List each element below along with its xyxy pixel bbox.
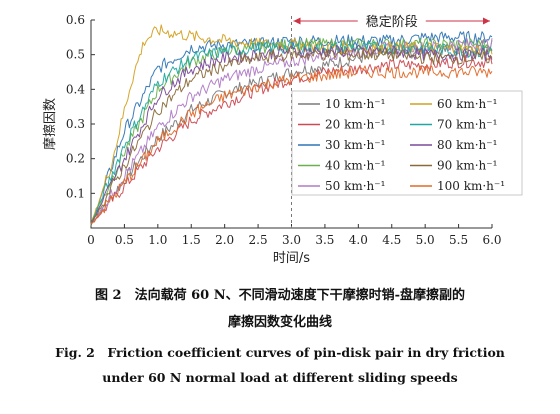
y-tick-label: 0.6: [66, 13, 85, 27]
x-tick-label: 4.5: [382, 233, 401, 247]
legend-label: 70 km·h⁻¹: [437, 118, 497, 132]
x-tick-label: 1.0: [148, 233, 167, 247]
stable-stage-label: 稳定阶段: [366, 14, 418, 30]
y-tick-label: 0.4: [66, 82, 85, 96]
legend-label: 50 km·h⁻¹: [325, 179, 385, 193]
plot-area: 0 0.5 1.0 1.5 2.0 2.5 3.0 3.5 4.0 4.5 5.0 5.5 6.0 0.1…: [42, 11, 523, 266]
x-tick-label: 5.5: [449, 233, 468, 247]
legend-box: [291, 90, 523, 196]
legend-label: 10 km·h⁻¹: [325, 97, 385, 111]
series-line: [90, 48, 493, 226]
x-tick-label: 2.0: [215, 233, 234, 247]
y-tick-label: 0.3: [66, 117, 85, 131]
stable-stage-label-bg: [357, 11, 426, 31]
x-tick-label: 4.0: [349, 233, 368, 247]
legend-label: 90 km·h⁻¹: [437, 159, 497, 173]
y-tick-label: 0.2: [66, 152, 85, 166]
x-tick-label: 3.0: [282, 233, 301, 247]
x-tick-label: 0.5: [115, 233, 134, 247]
caption-zh-line2: 摩擦因数变化曲线: [227, 315, 332, 330]
legend-label: 60 km·h⁻¹: [437, 97, 497, 111]
caption-zh-line1: 图 2 法向载荷 60 N、不同滑动速度下干摩擦时销-盘摩擦副的: [95, 288, 465, 303]
series-line: [90, 65, 493, 225]
x-tick-label: 3.5: [315, 233, 334, 247]
x-tick-label: 2.5: [249, 233, 268, 247]
legend-label: 40 km·h⁻¹: [325, 159, 385, 173]
y-tick-label: 0.1: [66, 186, 85, 200]
y-axis-label: 摩擦因数: [42, 98, 58, 150]
series-line: [90, 44, 493, 225]
x-tick-label: 0: [87, 233, 95, 247]
legend-label: 100 km·h⁻¹: [437, 179, 505, 193]
x-axis-label: 时间/s: [273, 251, 310, 266]
x-tick-label: 1.5: [182, 233, 201, 247]
series-line: [90, 41, 493, 226]
series-line: [90, 54, 493, 225]
caption-en-line2: under 60 N normal load at different slid…: [102, 370, 458, 385]
legend-label: 80 km·h⁻¹: [437, 138, 497, 152]
x-tick-label: 6.0: [482, 233, 501, 247]
x-tick-label: 5.0: [416, 233, 435, 247]
friction-chart: 0 0.5 1.0 1.5 2.0 2.5 3.0 3.5 4.0 4.5 5.0 5.5 6.0 0.1…: [42, 11, 523, 266]
y-tick-label: 0.5: [66, 48, 85, 62]
legend-label: 20 km·h⁻¹: [325, 118, 385, 132]
caption-en-line1: Fig. 2 Friction coefficient curves of pi…: [55, 345, 505, 360]
legend-label: 30 km·h⁻¹: [325, 138, 385, 152]
arrow-right-icon: [483, 17, 490, 25]
arrow-left-icon: [293, 17, 301, 25]
